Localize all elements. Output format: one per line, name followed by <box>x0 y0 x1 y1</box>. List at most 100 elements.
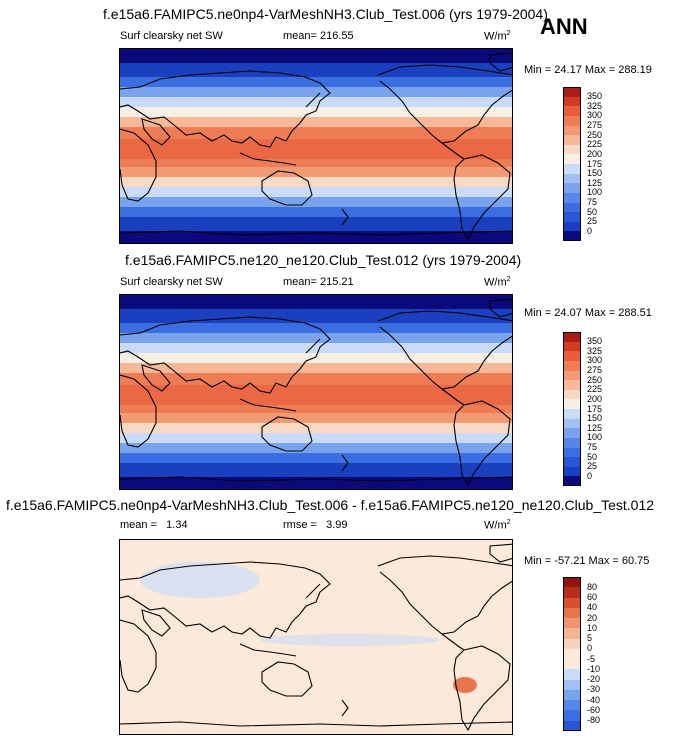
colorbar-label: 75 <box>587 442 598 452</box>
colorbar-swatch <box>563 476 581 486</box>
colorbar-label: 225 <box>587 139 603 150</box>
colorbar-swatch <box>563 689 581 701</box>
colorbar-swatch <box>563 437 581 448</box>
colorbar-label: 80 <box>587 581 598 592</box>
central-america-coast <box>441 142 465 160</box>
colorbar-label: -20 <box>587 674 601 685</box>
africa-coast <box>120 128 157 202</box>
africa-coast <box>120 374 157 448</box>
colorbar-swatch <box>563 221 581 232</box>
colorbar-label: 150 <box>587 413 603 424</box>
colorbar-swatch <box>563 648 581 660</box>
colorbar-label: -10 <box>587 663 601 674</box>
colorbar-swatch <box>563 164 581 174</box>
colorbar-swatch <box>563 618 581 629</box>
map-anomaly-southamerica <box>453 677 477 693</box>
panel3-units: W/m2 <box>484 519 511 532</box>
arabia-coast <box>141 118 171 146</box>
nz-coast <box>341 699 349 717</box>
colorbar-label: 25 <box>587 216 598 227</box>
map-band-1 <box>120 63 512 77</box>
map-band-8 <box>120 167 512 177</box>
colorbar-swatch <box>563 212 581 222</box>
south-america-coast <box>453 154 511 241</box>
map-band-1 <box>120 309 512 323</box>
africa-coast <box>120 619 157 693</box>
colorbar-swatch <box>563 597 581 608</box>
colorbar-label: 300 <box>587 355 603 366</box>
colorbar-swatch <box>563 351 581 361</box>
greenland-coast <box>489 52 512 72</box>
arabia-coast <box>141 364 171 392</box>
panel2-units: W/m2 <box>484 276 511 289</box>
panel3-min-max: Min = -57.21 Max = 60.75 <box>524 555 650 567</box>
indonesia-coast <box>239 643 297 657</box>
panel3-map <box>119 539 513 735</box>
map-band-12 <box>120 453 512 463</box>
colorbar-label: 75 <box>587 197 598 207</box>
north-america-coast <box>377 64 512 144</box>
arabia-coast <box>141 609 171 637</box>
colorbar-label: 10 <box>587 622 598 633</box>
colorbar-label: 200 <box>587 393 603 404</box>
colorbar-label: -30 <box>587 684 601 695</box>
colorbar-swatch <box>563 389 581 400</box>
colorbar-swatch <box>563 192 581 203</box>
colorbar-swatch <box>563 125 581 136</box>
colorbar-label: 175 <box>587 403 603 414</box>
colorbar-label: 100 <box>587 187 603 198</box>
colorbar-label: 50 <box>587 206 598 217</box>
colorbar-swatch <box>563 710 581 721</box>
panel3-rmse: rmse = 3.99 <box>283 519 348 531</box>
colorbar-label: 5 <box>587 633 593 644</box>
colorbar-swatch <box>563 87 581 97</box>
panel1-units: W/m2 <box>484 30 511 43</box>
australia-coast <box>261 170 313 206</box>
indonesia-coast <box>239 152 297 166</box>
map-anomaly-pacific <box>260 634 440 646</box>
panel2-colorbar: 350 325 300 275 250 225 200 175 150 125 100 75 50 25 0 <box>563 332 623 486</box>
japan-coast <box>305 338 321 354</box>
map-band-3 <box>120 87 512 97</box>
colorbar-swatch <box>563 96 581 107</box>
greenland-coast <box>489 298 512 318</box>
indonesia-coast <box>239 398 297 412</box>
map-anomaly-asia <box>140 562 260 598</box>
colorbar-swatch <box>563 409 581 419</box>
map-band-10 <box>120 433 512 443</box>
colorbar-label: -40 <box>587 694 601 705</box>
colorbar-swatch <box>563 428 581 438</box>
map-coastlines <box>120 298 512 487</box>
map-band-5 <box>120 107 512 117</box>
colorbar-swatch <box>563 720 581 731</box>
panel2-title: f.e15a6.FAMIPC5.ne120_ne120.Club_Test.01… <box>125 252 522 268</box>
central-america-coast <box>441 633 465 651</box>
north-america-coast <box>377 555 512 635</box>
map-band-0 <box>120 49 512 63</box>
colorbar-swatch <box>563 135 581 145</box>
nz-coast <box>341 208 349 226</box>
colorbar-swatch <box>563 183 581 193</box>
colorbar-swatch <box>563 607 581 619</box>
australia-coast <box>261 661 313 697</box>
colorbar-label: 250 <box>587 129 603 140</box>
north-america-coast <box>377 310 512 390</box>
colorbar-swatch <box>563 577 581 588</box>
colorbar-swatch <box>563 447 581 458</box>
panel2-mean: mean= 215.21 <box>283 276 354 288</box>
colorbar-swatch <box>563 457 581 467</box>
colorbar-swatch <box>563 231 581 241</box>
colorbar-swatch <box>563 360 581 371</box>
antarctica-coast <box>120 721 512 727</box>
map-band-10 <box>120 187 512 197</box>
map-band-9 <box>120 177 512 187</box>
colorbar-label: -80 <box>587 715 601 726</box>
colorbar-label: 350 <box>587 336 603 347</box>
colorbar-swatch <box>563 659 581 670</box>
panel2-map <box>119 294 513 490</box>
colorbar-label: 60 <box>587 592 598 603</box>
panel3-colorbar: 80 60 40 20 10 5 0 -5 -10 -20 -30 -40 -60 -80 <box>563 577 623 731</box>
colorbar-swatch <box>563 399 581 409</box>
panel2-variable-label: Surf clearsky net SW <box>120 276 223 288</box>
australia-coast <box>261 416 313 452</box>
